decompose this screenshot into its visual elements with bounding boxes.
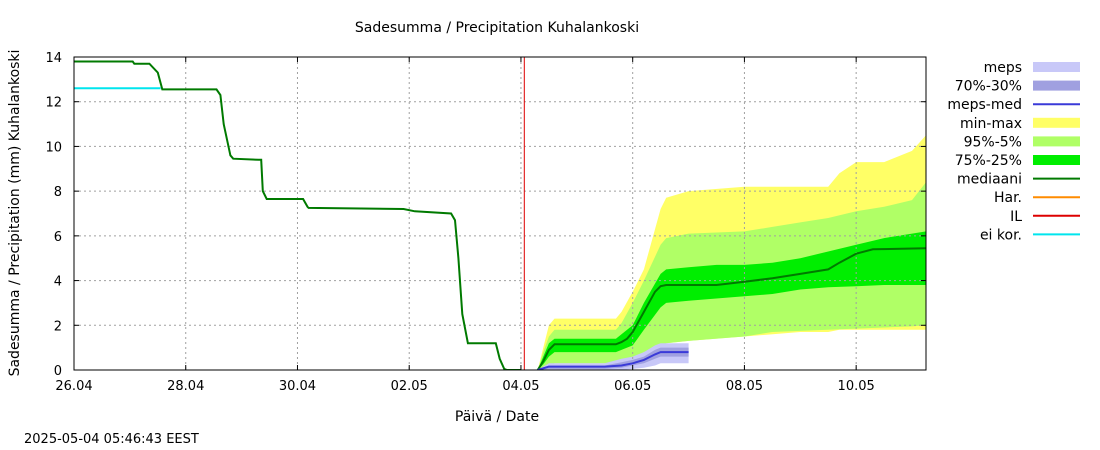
legend-label: meps-med: [947, 97, 1022, 113]
legend-swatch: [1033, 155, 1080, 165]
chart-title: Sadesumma / Precipitation Kuhalankoski: [355, 20, 639, 36]
legend-item-meps: meps: [984, 60, 1080, 76]
legend-item-har: Har.: [994, 190, 1080, 206]
x-tick-label: 30.04: [279, 379, 316, 394]
legend-label: 70%-30%: [955, 79, 1022, 95]
grid-layer: [74, 57, 926, 370]
band-layer: [537, 135, 926, 370]
y-tick-label: 8: [54, 185, 62, 200]
legend-item-75-25: 75%-25%: [955, 153, 1080, 169]
line-layer: [74, 57, 926, 370]
legend-label: ei kor.: [980, 227, 1022, 243]
x-tick-label: 08.05: [726, 379, 763, 394]
legend-item-70-30: 70%-30%: [955, 79, 1080, 95]
y-tick-label: 10: [45, 140, 62, 155]
y-tick-label: 4: [54, 275, 62, 290]
legend-label: IL: [1010, 209, 1022, 225]
x-tick-label: 04.05: [502, 379, 539, 394]
line-meps-med: [537, 351, 689, 370]
legend-swatch: [1033, 80, 1080, 91]
line-mediaani-forecast: [536, 247, 926, 370]
tick-layer: 26.04 28.04 30.04 02.05 04.05 06.05 08.05 10.05…: [45, 51, 926, 394]
band-meps: [537, 343, 689, 370]
legend-item-ei-kor: ei kor.: [980, 227, 1080, 243]
legend-item-meps-med: meps-med: [947, 97, 1080, 113]
y-axis-label: Sadesumma / Precipitation (mm) Kuhalanko…: [7, 50, 23, 377]
legend-label: meps: [984, 60, 1022, 76]
x-tick-label: 28.04: [167, 379, 204, 394]
x-tick-label: 26.04: [55, 379, 92, 394]
y-tick-label: 12: [45, 96, 62, 111]
line-mediaani-observed: [74, 60, 521, 370]
y-tick-label: 14: [45, 51, 62, 66]
y-tick-label: 0: [54, 364, 62, 379]
legend-label: min-max: [960, 116, 1022, 132]
x-axis-label: Päivä / Date: [455, 409, 539, 425]
legend-label: Har.: [994, 190, 1022, 206]
x-tick-label: 06.05: [614, 379, 651, 394]
plot-area: 26.04 28.04 30.04 02.05 04.05 06.05 08.05 10.05…: [45, 51, 927, 394]
band-75-25: [537, 231, 926, 370]
band-70-30: [537, 347, 689, 370]
legend-item-il: IL: [1010, 209, 1080, 225]
legend-item-95-5: 95%-5%: [964, 134, 1080, 150]
legend-swatch: [1033, 136, 1080, 147]
legend-label: 95%-5%: [964, 134, 1022, 150]
legend-swatch: [1033, 62, 1080, 72]
legend-item-mediaani: mediaani: [957, 172, 1080, 188]
legend-label: 75%-25%: [955, 153, 1022, 169]
legend-label: mediaani: [957, 172, 1022, 188]
x-tick-label: 02.05: [391, 379, 428, 394]
legend: meps 70%-30% meps-med min-max 95%-5% 75%-25% m…: [947, 60, 1080, 243]
y-tick-label: 6: [54, 230, 62, 245]
plot-frame: [73, 56, 927, 371]
timestamp: 2025-05-04 05:46:43 EEST: [24, 432, 199, 447]
legend-swatch: [1033, 117, 1080, 128]
x-tick-label: 10.05: [838, 379, 875, 394]
legend-item-min-max: min-max: [960, 116, 1080, 132]
y-tick-label: 2: [54, 319, 62, 334]
